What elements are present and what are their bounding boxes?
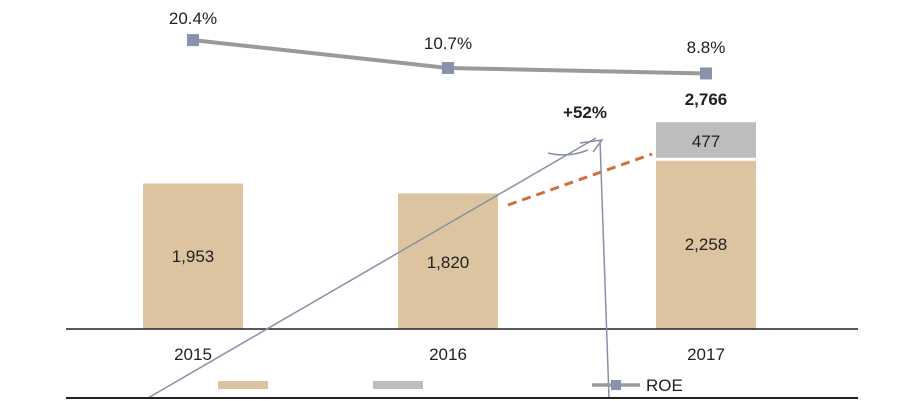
bar-label-2017: 2,258 [685, 235, 728, 254]
x-tick-2016: 2016 [429, 345, 467, 364]
legend-marker-roe [611, 380, 621, 390]
roe-marker-2017 [700, 67, 712, 80]
roe-label-2016: 10.7% [424, 34, 472, 53]
legend-label-roe: ROE [646, 376, 683, 395]
x-tick-2017: 2017 [687, 345, 725, 364]
stack-bar-2017 [656, 122, 756, 158]
x-tick-2015: 2015 [174, 345, 212, 364]
annotation-line-right [599, 139, 610, 399]
stack-label-2017: 477 [692, 132, 720, 151]
growth-arrowhead [579, 139, 604, 153]
bar-2015 [143, 183, 243, 329]
legend-swatch-base [218, 381, 268, 389]
bars [143, 160, 756, 329]
roe-marker-2016 [442, 62, 454, 74]
growth-dashed-connector [507, 152, 653, 207]
total-label-2017: 2,766 [685, 90, 728, 109]
bar-2016 [398, 193, 498, 329]
bar-label-2015: 1,953 [172, 247, 215, 266]
roe-marker-2015 [187, 34, 199, 47]
roe-label-2017: 8.8% [687, 38, 726, 57]
growth-annotation-label: +52% [563, 103, 607, 122]
roe-label-2015: 20.4% [169, 9, 217, 28]
annotation-line-left [147, 137, 597, 399]
bar-2017 [656, 160, 756, 329]
roe-line-group [187, 34, 712, 80]
stack-bars [656, 122, 756, 158]
legend-swatch-extra [373, 381, 423, 389]
bar-label-2016: 1,820 [427, 253, 470, 272]
